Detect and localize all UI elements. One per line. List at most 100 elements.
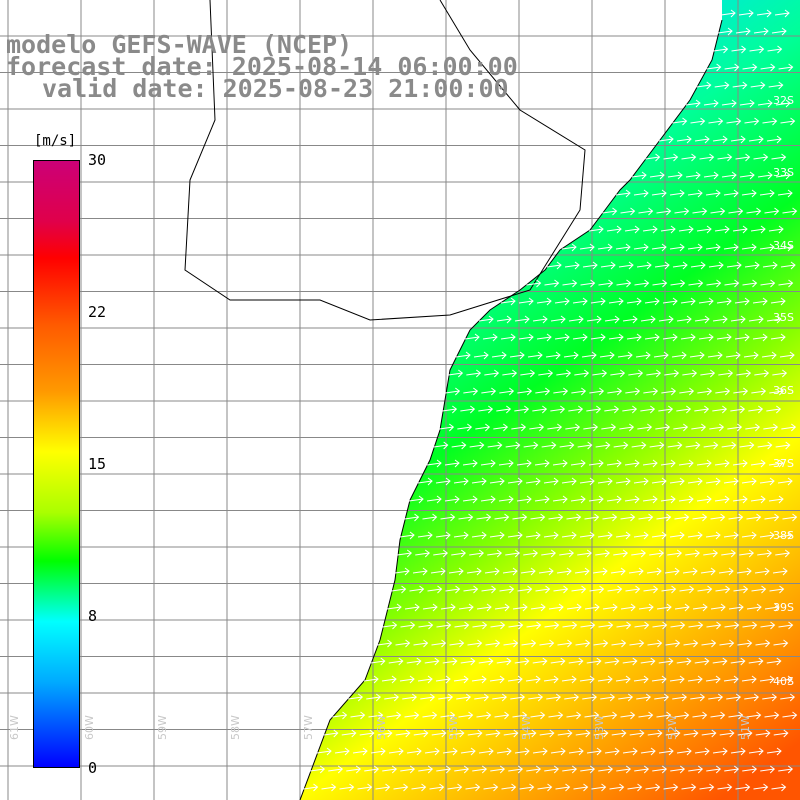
wind-arrow — [735, 783, 751, 792]
wind-arrow — [710, 711, 726, 720]
wind-arrow — [782, 207, 798, 216]
wind-arrow — [463, 387, 479, 396]
wind-arrow — [539, 639, 555, 648]
colorbar-tick-30: 30 — [88, 151, 107, 169]
wind-arrow — [746, 711, 762, 720]
wind-arrow — [778, 63, 794, 72]
wind-arrow — [679, 387, 695, 396]
wind-arrow — [538, 369, 554, 378]
wind-arrow — [658, 405, 674, 414]
wind-arrow — [769, 585, 785, 594]
wind-arrow — [678, 225, 694, 234]
wind-arrow — [676, 405, 692, 414]
wind-arrow — [536, 297, 552, 306]
wind-arrow — [418, 765, 434, 774]
wind-arrow — [579, 675, 595, 684]
wind-arrow — [478, 315, 494, 324]
wind-arrow — [615, 675, 631, 684]
wind-arrow — [503, 729, 519, 738]
wind-arrow — [613, 441, 629, 450]
wind-arrow — [500, 333, 516, 342]
wind-arrow — [493, 423, 509, 432]
wind-arrow — [550, 657, 566, 666]
wind-arrow — [507, 675, 523, 684]
wind-arrow — [651, 243, 667, 252]
wind-arrow — [664, 567, 680, 576]
wind-arrow — [543, 531, 559, 540]
wind-arrow — [494, 711, 510, 720]
wind-arrow — [748, 135, 764, 144]
wind-arrow — [580, 765, 596, 774]
wind-arrow — [579, 477, 595, 486]
wind-arrow — [526, 279, 542, 288]
wind-arrow — [604, 747, 620, 756]
land-outline — [184, 0, 586, 321]
wind-arrow — [496, 315, 512, 324]
wind-arrow — [534, 495, 550, 504]
wind-arrow — [570, 495, 586, 504]
wind-arrow — [760, 63, 776, 72]
wind-arrow — [707, 351, 723, 360]
wind-arrow — [757, 99, 773, 108]
wind-arrow — [694, 315, 710, 324]
lon-label-53w: 53W — [593, 715, 606, 740]
wind-arrow — [615, 477, 631, 486]
wind-arrow — [733, 387, 749, 396]
wind-arrow — [417, 477, 433, 486]
wind-arrow — [688, 621, 704, 630]
wind-arrow — [749, 45, 765, 54]
wind-arrow — [700, 567, 716, 576]
wind-arrow — [640, 405, 656, 414]
wind-arrow — [638, 711, 654, 720]
wind-arrow — [676, 135, 692, 144]
wind-arrow — [752, 333, 768, 342]
wind-arrow — [703, 171, 719, 180]
wind-arrow — [460, 405, 476, 414]
wind-arrow — [694, 657, 710, 666]
wind-arrow — [541, 549, 557, 558]
wind-arrow — [525, 477, 541, 486]
wind-arrow — [750, 81, 766, 90]
wind-arrow — [382, 765, 398, 774]
wind-arrow — [715, 387, 731, 396]
wind-arrow — [656, 603, 672, 612]
wind-arrow — [706, 279, 722, 288]
wind-arrow — [643, 387, 659, 396]
lat-label-35s: 35S — [773, 311, 794, 324]
wind-arrow — [692, 603, 708, 612]
wind-arrow — [530, 711, 546, 720]
wind-arrow — [404, 513, 420, 522]
lat-label-37s: 37S — [773, 457, 794, 470]
wind-arrow — [670, 765, 686, 774]
wind-arrow — [466, 369, 482, 378]
wind-arrow — [454, 765, 470, 774]
wind-arrow — [634, 621, 650, 630]
wind-arrow — [708, 693, 724, 702]
wind-arrow — [730, 135, 746, 144]
wind-arrow — [730, 747, 746, 756]
wind-arrow — [547, 423, 563, 432]
wind-arrow — [388, 657, 404, 666]
wind-arrow — [520, 369, 536, 378]
wind-arrow — [753, 783, 769, 792]
wind-arrow — [607, 387, 623, 396]
wind-arrow — [478, 747, 494, 756]
wind-arrow — [554, 297, 570, 306]
wind-arrow — [700, 369, 716, 378]
wind-arrow — [698, 333, 714, 342]
wind-arrow — [646, 369, 662, 378]
wind-arrow — [602, 513, 618, 522]
wind-arrow — [674, 711, 690, 720]
lon-label-55w: 55W — [447, 715, 460, 740]
wind-arrow — [633, 477, 649, 486]
wind-arrow — [759, 243, 775, 252]
wind-arrow — [685, 549, 701, 558]
wind-arrow — [669, 675, 685, 684]
wind-arrow — [670, 279, 686, 288]
wind-arrow — [430, 567, 446, 576]
wind-arrow — [642, 225, 658, 234]
wind-arrow — [566, 513, 582, 522]
wind-arrow — [681, 783, 697, 792]
wind-arrow — [472, 621, 488, 630]
